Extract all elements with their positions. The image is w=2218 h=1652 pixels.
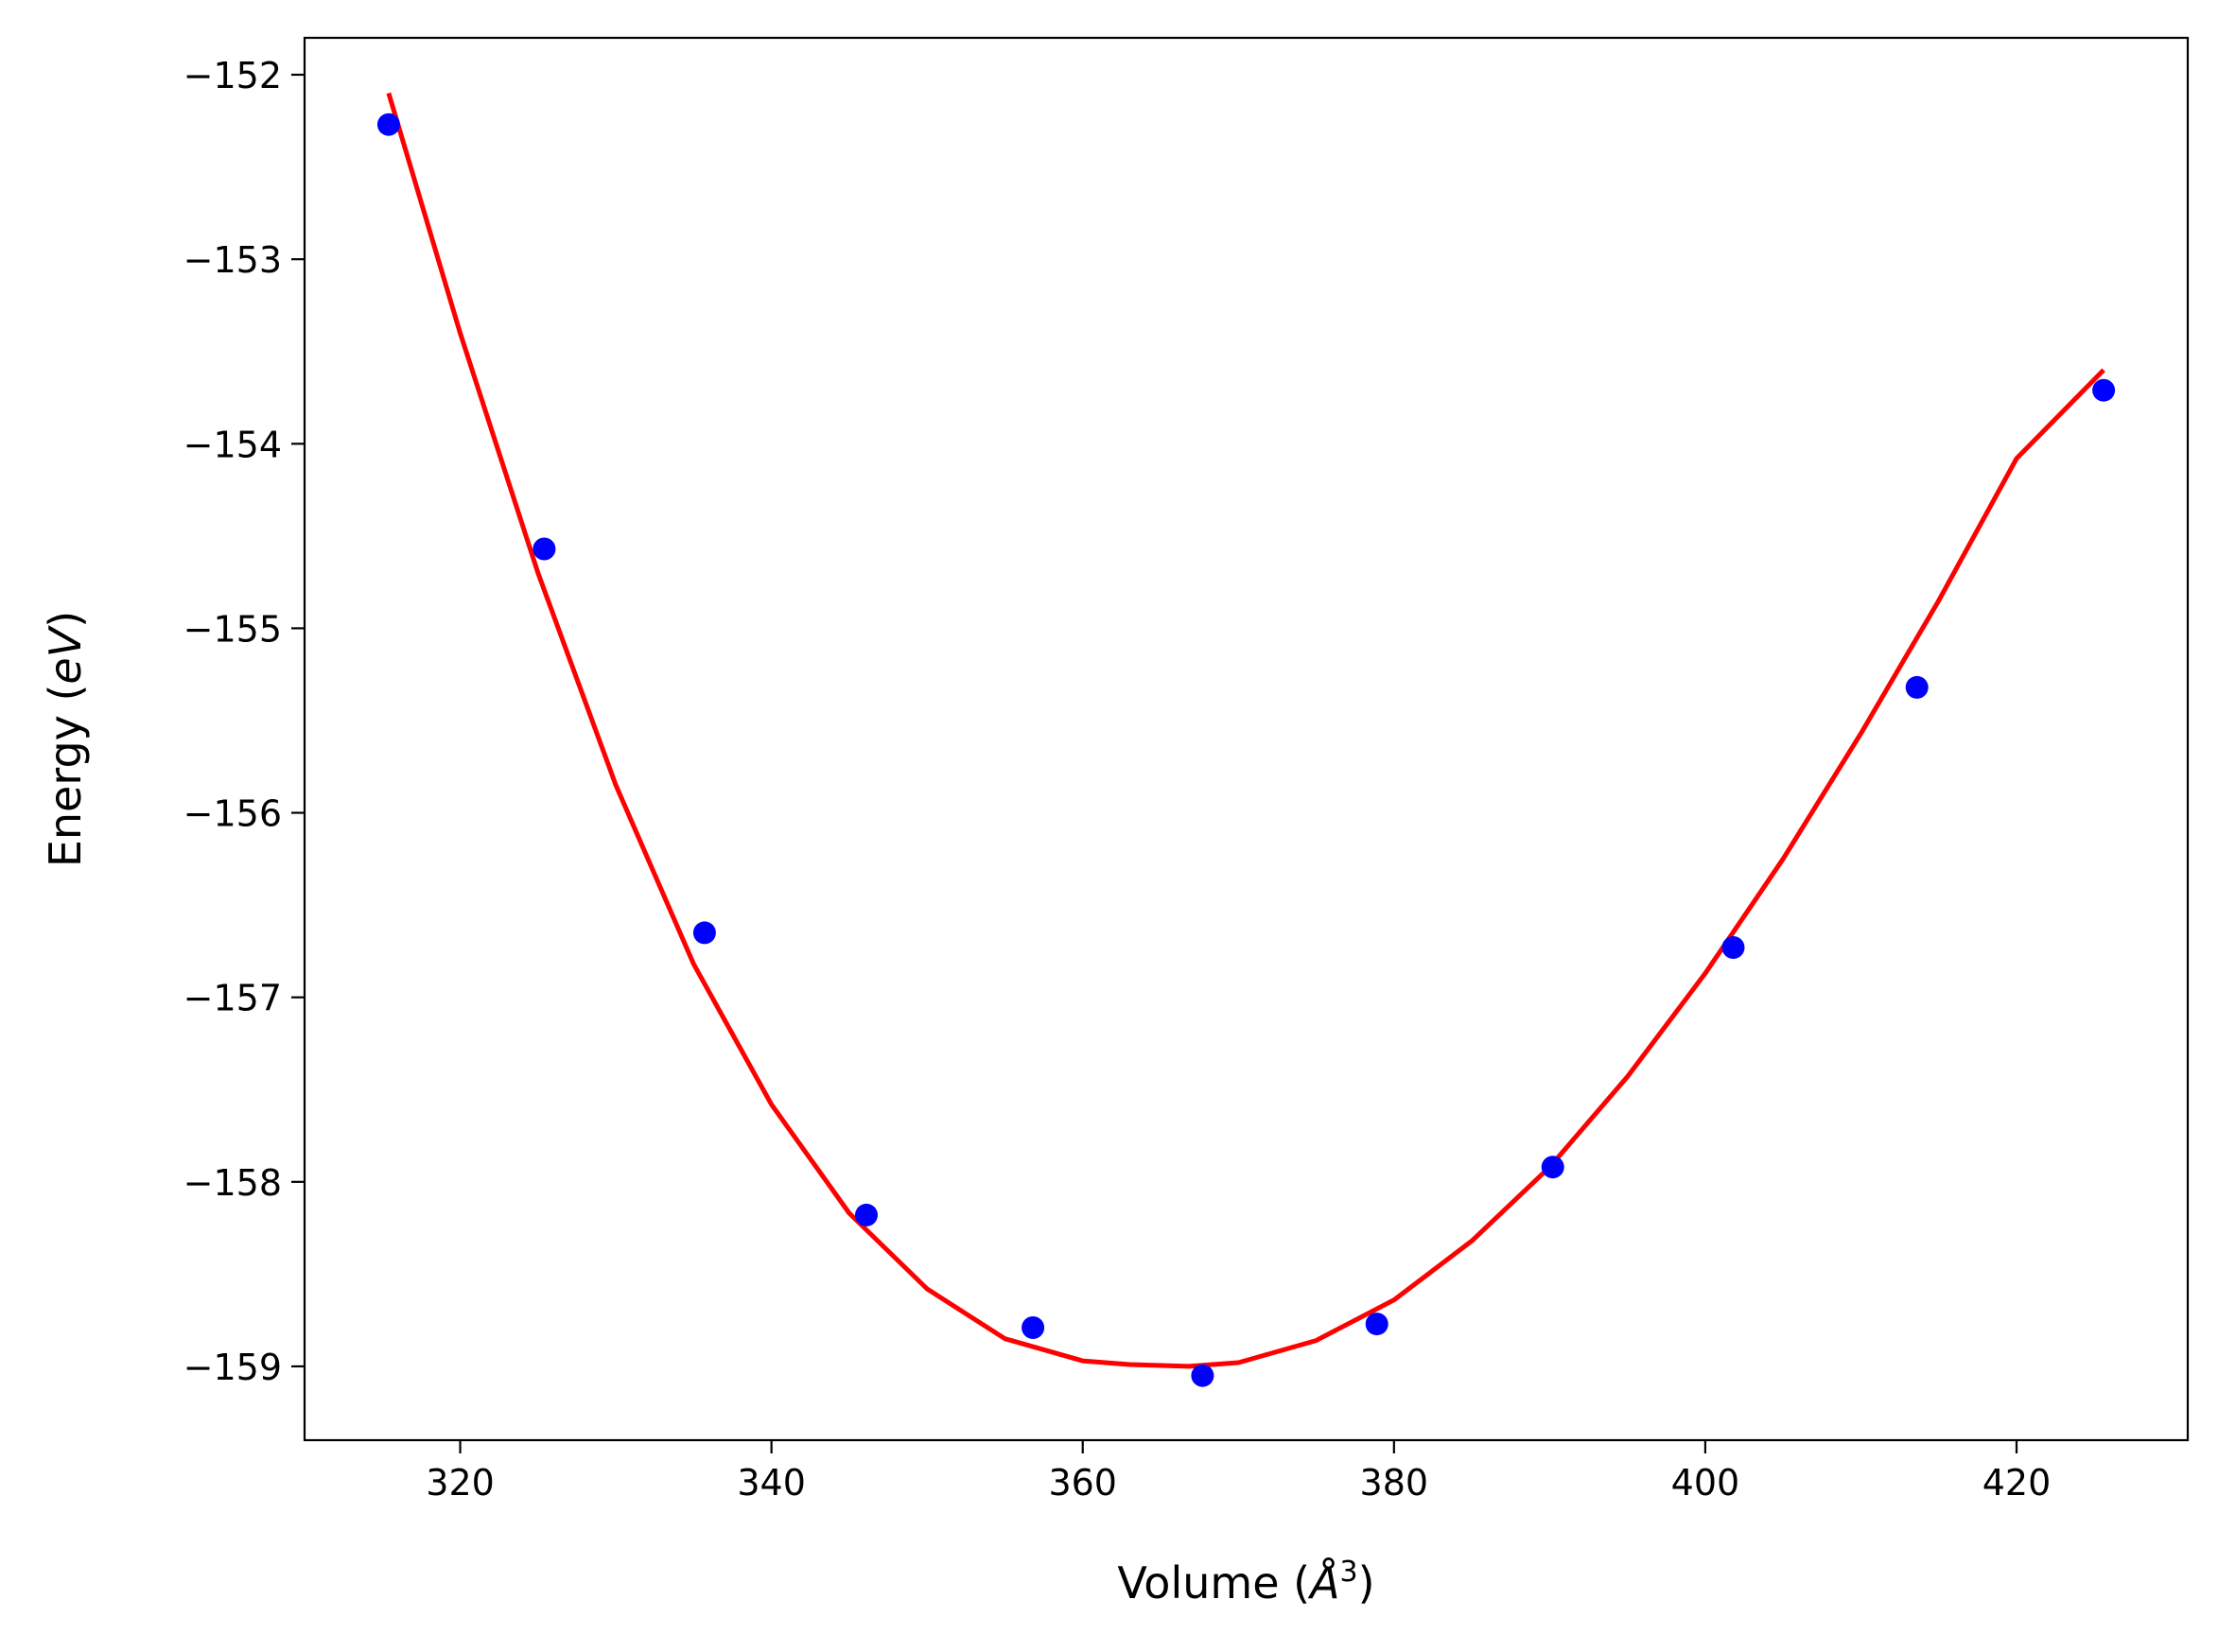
x-tick-label: 360 (1048, 1462, 1117, 1504)
y-tick-label: −159 (183, 1347, 282, 1388)
data-points-layer (376, 113, 2116, 1387)
data-point (2092, 378, 2116, 402)
y-tick-label: −152 (183, 55, 282, 96)
plot-frame (303, 36, 2190, 1442)
x-tick-label: 340 (737, 1462, 806, 1504)
x-tick-label: 400 (1671, 1462, 1740, 1504)
x-axis-label-text: Volume ( (1117, 1557, 1310, 1609)
y-tick-label: −154 (183, 424, 282, 465)
x-tick-label: 420 (1982, 1462, 2052, 1504)
y-axis-label: Energy (eV) (40, 611, 91, 867)
y-tick-label: −158 (183, 1162, 282, 1204)
y-tick-label: −153 (183, 239, 282, 281)
y-axis-label-text: Energy ( (40, 685, 91, 868)
data-point (1022, 1316, 1045, 1339)
x-axis-label: Volume (Å3) (1117, 1556, 1374, 1609)
x-axis-label-power: 3 (1340, 1556, 1358, 1589)
x-axis-ticks: 320 340 360 380 400 420 (426, 1440, 2051, 1504)
data-point (1721, 936, 1745, 959)
data-point (692, 921, 716, 945)
fit-curve-line (386, 92, 2105, 1369)
x-axis-label-unit: Å (1307, 1557, 1339, 1609)
plot-area (305, 38, 2188, 1440)
y-tick-label: −155 (183, 608, 282, 650)
data-point (855, 1203, 878, 1226)
data-point (1191, 1364, 1214, 1387)
y-tick-label: −156 (183, 793, 282, 835)
data-point (533, 537, 556, 561)
data-point (1905, 675, 1929, 699)
x-tick-label: 320 (426, 1462, 495, 1504)
y-tick-label: −157 (183, 978, 282, 1019)
y-axis-label-close: ) (40, 611, 91, 628)
fit-curve-layer (386, 92, 2105, 1369)
data-point (1365, 1313, 1388, 1336)
x-axis-label-close: ) (1358, 1557, 1375, 1609)
data-point (376, 113, 400, 136)
x-tick-label: 380 (1360, 1462, 1429, 1504)
data-point (1541, 1156, 1564, 1179)
y-axis-label-unit: eV (40, 624, 91, 684)
y-axis-ticks: −152 −153 −154 −155 −156 −157 −158 −159 (183, 55, 305, 1388)
